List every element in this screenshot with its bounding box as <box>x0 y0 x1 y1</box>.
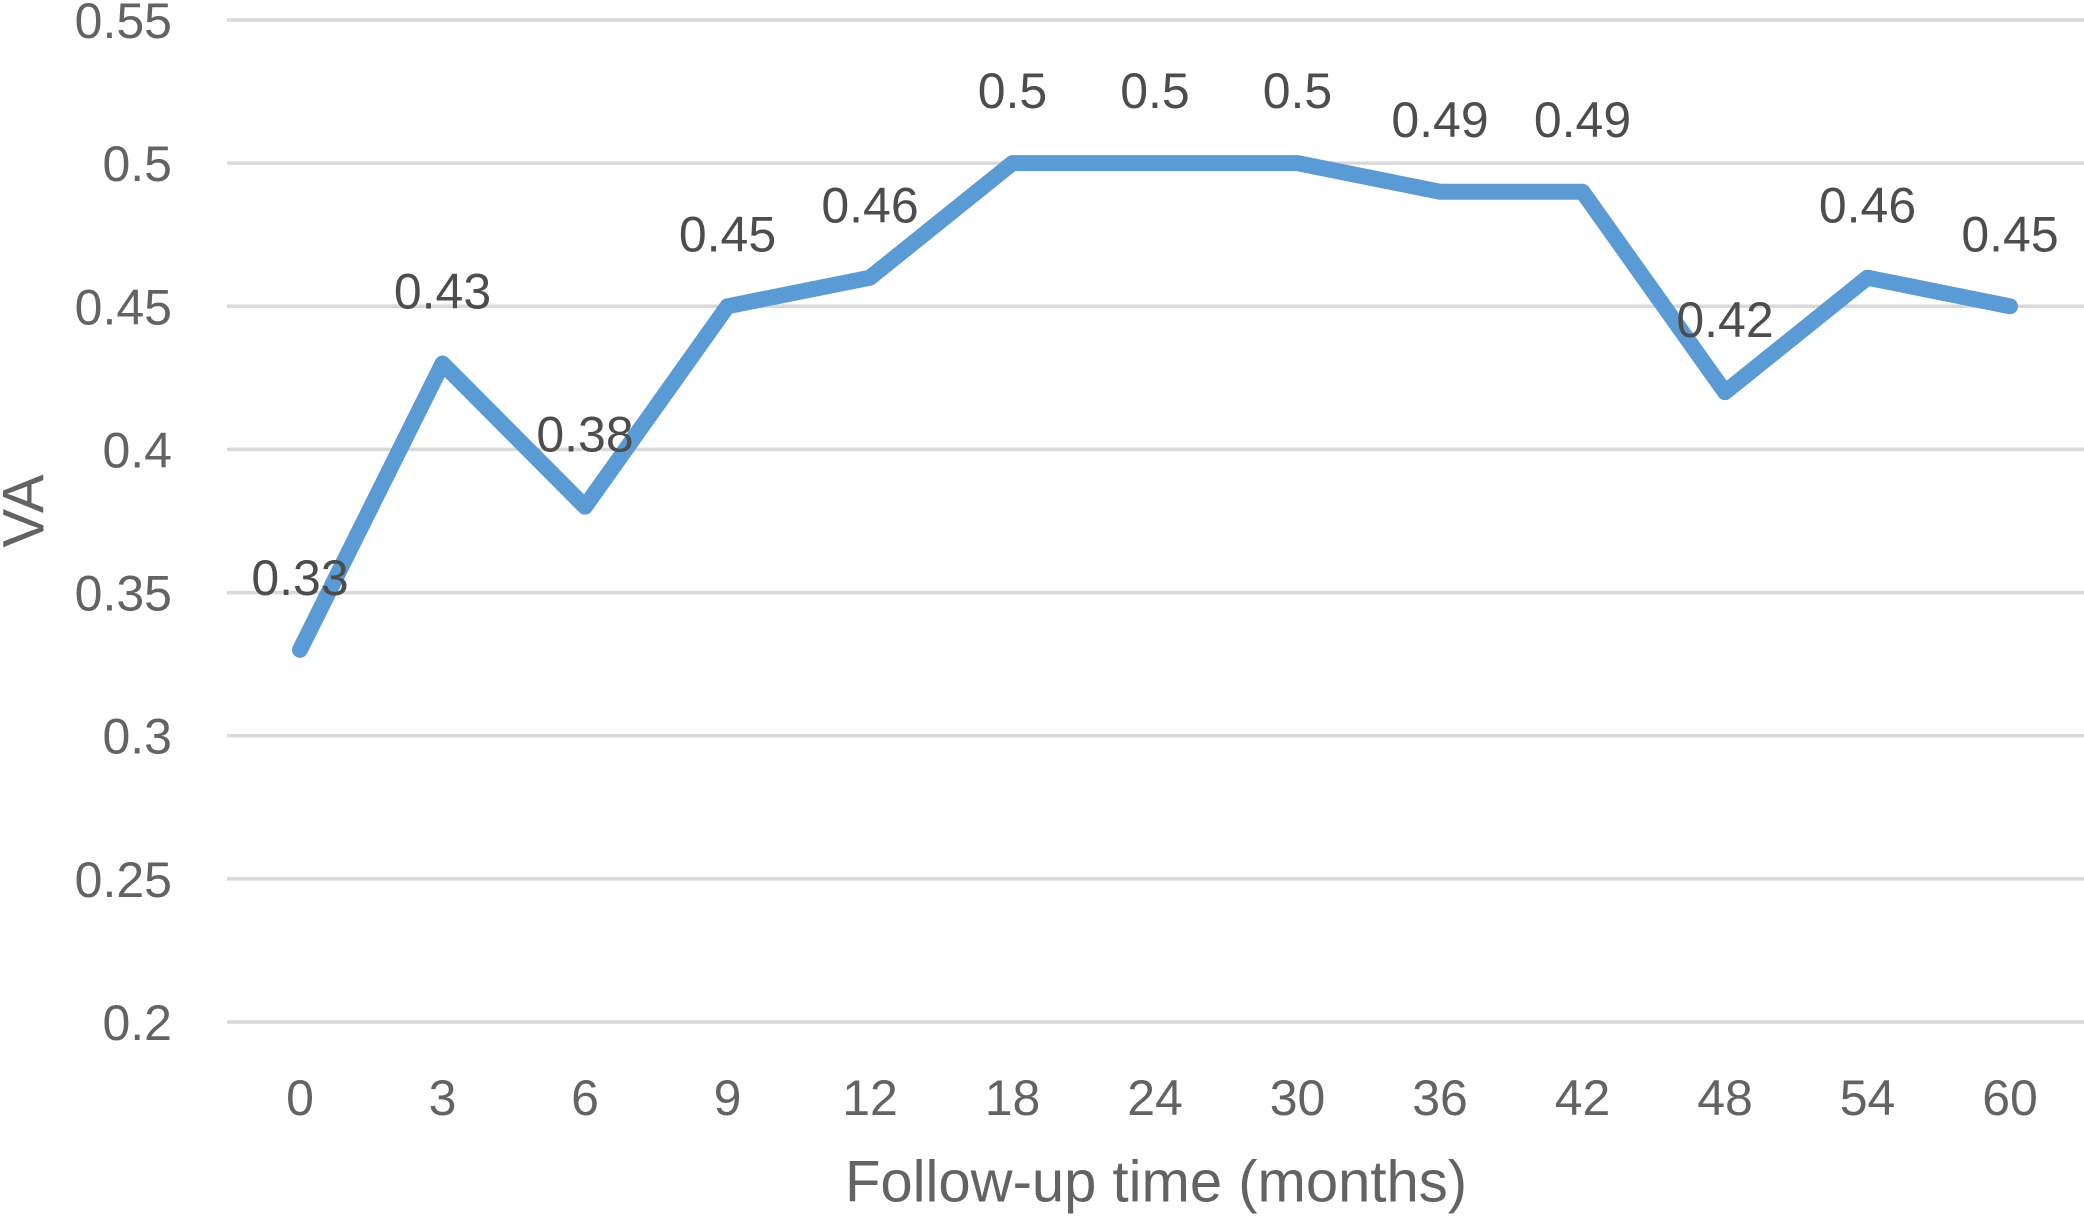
y-tick-label: 0.35 <box>75 566 172 622</box>
y-tick-label: 0.4 <box>102 422 172 478</box>
x-tick-label: 48 <box>1697 1070 1753 1126</box>
data-label: 0.49 <box>1391 92 1488 148</box>
y-tick-label: 0.3 <box>102 709 172 765</box>
series-line <box>292 155 2018 658</box>
x-tick-label: 9 <box>714 1070 742 1126</box>
y-tick-label: 0.2 <box>102 995 172 1051</box>
data-label: 0.49 <box>1534 92 1631 148</box>
y-axis-title: VA <box>0 474 57 548</box>
data-label: 0.5 <box>1263 63 1333 119</box>
x-tick-label: 12 <box>842 1070 898 1126</box>
x-tick-label: 24 <box>1127 1070 1183 1126</box>
data-label: 0.5 <box>1120 63 1190 119</box>
data-label: 0.42 <box>1676 292 1773 348</box>
x-tick-label: 0 <box>286 1070 314 1126</box>
x-tick-label: 60 <box>1982 1070 2038 1126</box>
x-tick-label: 36 <box>1412 1070 1468 1126</box>
data-label: 0.5 <box>978 63 1048 119</box>
x-axis-title: Follow-up time (months) <box>844 1149 1468 1215</box>
y-tick-label: 0.25 <box>75 852 172 908</box>
y-tick-label: 0.55 <box>75 0 172 49</box>
data-label: 0.46 <box>821 178 918 234</box>
x-tick-label: 6 <box>571 1070 599 1126</box>
x-tick-label: 18 <box>985 1070 1041 1126</box>
data-label: 0.38 <box>536 407 633 463</box>
y-tick-label: 0.5 <box>102 136 172 192</box>
x-tick-label: 3 <box>429 1070 457 1126</box>
x-tick-label: 54 <box>1840 1070 1896 1126</box>
data-label: 0.43 <box>394 264 491 320</box>
data-label: 0.46 <box>1819 178 1916 234</box>
data-label: 0.45 <box>679 206 776 262</box>
data-label: 0.33 <box>251 550 348 606</box>
x-tick-label: 30 <box>1270 1070 1326 1126</box>
data-label: 0.45 <box>1961 206 2058 262</box>
y-tick-label: 0.45 <box>75 279 172 335</box>
x-tick-label: 42 <box>1555 1070 1611 1126</box>
